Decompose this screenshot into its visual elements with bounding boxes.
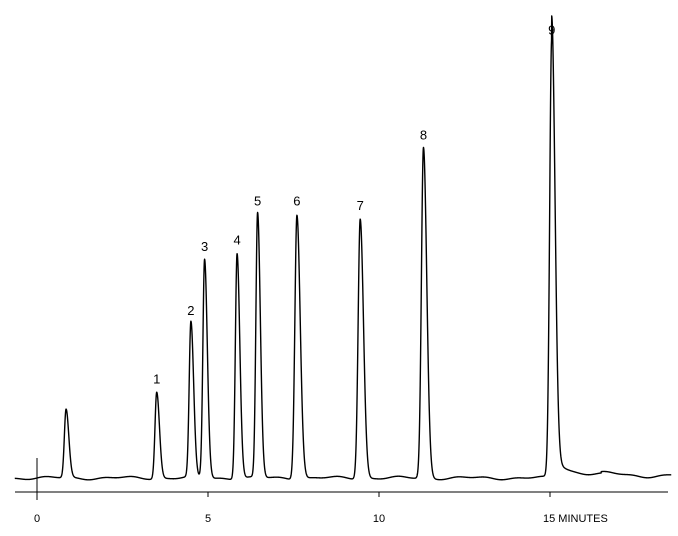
chromatogram-trace-group [14,15,672,481]
x-tick-label: 10 [373,513,385,525]
peak-label: 3 [201,239,208,254]
peak-label: 9 [548,23,555,38]
peak-labels: 1 2 3 4 5 6 7 8 9 [153,23,555,387]
chromatogram-trace [14,15,672,481]
peak-label: 2 [187,303,194,318]
peak-label: 5 [254,194,261,209]
peak-label: 6 [293,194,300,209]
peak-label: 1 [153,371,160,386]
x-tick-label: 0 [34,513,40,525]
x-tick-label: 5 [205,513,211,525]
peak-label: 4 [233,232,240,247]
peak-label: 7 [357,198,364,213]
x-axis: 0 5 10 15 MINUTES [15,458,668,525]
x-tick-label: 15 MINUTES [543,513,608,525]
peak-label: 8 [420,127,427,142]
